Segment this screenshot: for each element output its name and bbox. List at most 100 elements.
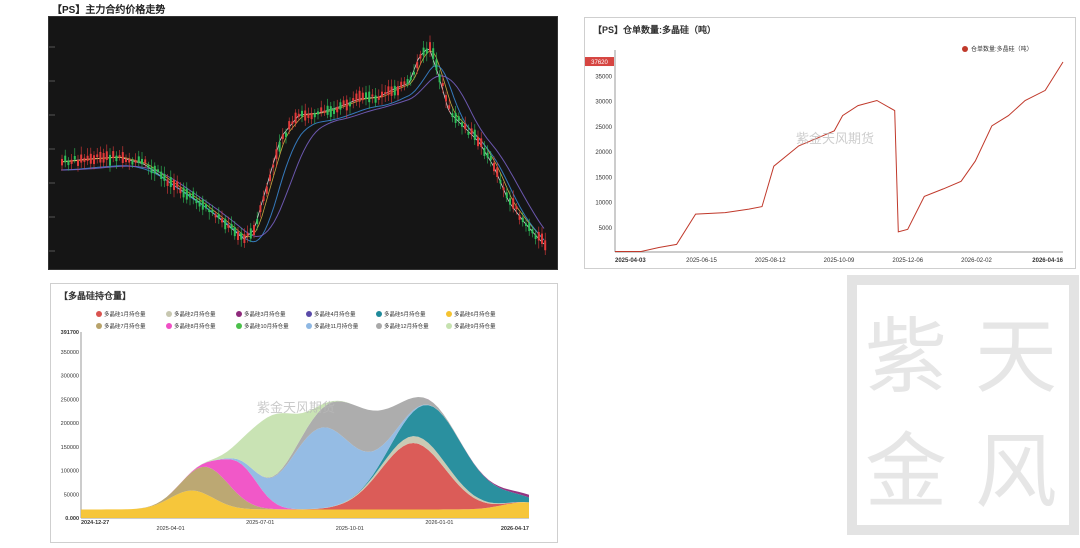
candle-body (310, 112, 313, 120)
candle-body (518, 215, 521, 220)
candle-body (342, 100, 345, 106)
x-tick-label: 2026-02-02 (961, 258, 992, 264)
x-tick-label: 2025-07-01 (246, 520, 274, 526)
candle-body (387, 86, 390, 96)
candle-body (281, 134, 284, 140)
legend-label: 多晶硅4月持仓量 (314, 310, 356, 318)
legend-label: 多晶硅8月持仓量 (174, 322, 216, 330)
candle-body (515, 206, 518, 210)
candle-body (176, 181, 179, 188)
candle-body (99, 151, 102, 163)
candle-body (397, 86, 399, 96)
candle-body (390, 86, 393, 96)
candle-body (64, 155, 67, 163)
candle-body (480, 138, 483, 147)
seal-char: 金 (865, 425, 947, 520)
candle-body (237, 231, 239, 241)
candle-body (384, 92, 387, 95)
candle-body (227, 224, 230, 228)
candle-body (208, 209, 211, 213)
candle-body (432, 48, 435, 60)
candle-body (441, 82, 444, 87)
legend-marker (236, 311, 242, 317)
candle-body (112, 151, 115, 159)
candle-body (272, 164, 275, 168)
candle-body (150, 167, 153, 174)
warehouse-chart-title: 【PS】仓单数量:多晶硅（吨） (593, 25, 717, 35)
candle-body (467, 131, 470, 135)
y-tick-label: 50000 (64, 492, 79, 498)
x-tick-label: 2026-04-17 (501, 526, 529, 532)
y-tick-label: 25000 (595, 125, 612, 131)
candle-body (381, 91, 383, 98)
candle-body (144, 159, 147, 163)
candle-body (301, 110, 303, 117)
candle-body (365, 92, 367, 99)
candle-body (304, 110, 307, 121)
legend-marker (166, 323, 172, 329)
legend-label: 多晶硅6月持仓量 (454, 310, 496, 318)
candle-body (509, 198, 511, 205)
legend-label: 仓单数量:多晶硅（吨） (971, 45, 1033, 53)
candle-body (496, 167, 499, 178)
legend-label: 多晶硅2月持仓量 (174, 310, 216, 318)
candle-body (259, 205, 262, 213)
candle-body (134, 160, 137, 163)
legend-marker (306, 311, 312, 317)
candle-body (294, 112, 297, 124)
candle-body (505, 192, 508, 199)
candle-body (285, 132, 287, 138)
candle-body (326, 105, 329, 115)
candle-body (291, 121, 294, 125)
candle-body (355, 93, 358, 102)
candle-body (105, 151, 108, 161)
candle-body (86, 155, 89, 161)
last-value-label: 37620 (591, 60, 608, 66)
candle-body (358, 90, 361, 102)
candle-body (374, 95, 377, 103)
legend-label: 多晶硅7月持仓量 (104, 322, 146, 330)
moving-average-line (60, 48, 545, 245)
candle-body (313, 113, 316, 118)
candle-body (205, 204, 207, 209)
candle-body (499, 179, 502, 184)
candle-body (451, 113, 454, 118)
candle-body (425, 48, 428, 54)
candle-body (406, 79, 409, 85)
candle-body (153, 165, 156, 174)
candle-body (246, 233, 249, 236)
seal-char: 天 (975, 310, 1057, 405)
candle-body (473, 129, 476, 140)
candle-body (89, 153, 92, 164)
y-tick-label: 150000 (61, 445, 79, 451)
candle-body (102, 153, 105, 163)
candle-body (368, 91, 371, 103)
y-tick-label: 35000 (595, 74, 612, 80)
candle-body (345, 99, 348, 111)
candle-body (80, 154, 83, 163)
candle-body (61, 158, 63, 166)
candle-body (400, 81, 403, 88)
open-interest-panel: 【多晶硅持仓量】 0.000 50000 100000 150000 200000 250… (50, 283, 558, 543)
candle-body (70, 159, 73, 164)
legend-marker (446, 323, 452, 329)
candle-body (243, 234, 246, 243)
candle-body (185, 188, 188, 200)
candle-body (486, 152, 489, 158)
y-tick-label: 20000 (595, 150, 612, 156)
top-chart-title: 【PS】主力合约价格走势 (52, 5, 166, 16)
legend-label: 多晶硅10月持仓量 (244, 322, 289, 330)
candle-body (320, 107, 323, 112)
y-tick-label: 15000 (595, 175, 612, 181)
candle-body (409, 76, 412, 81)
candle-body (352, 98, 355, 101)
candlestick-svg (49, 35, 547, 256)
open-interest-area (81, 405, 529, 510)
candle-body (157, 169, 159, 173)
candle-body (182, 187, 185, 198)
watermark-text: 紫金天风期货 (257, 400, 335, 415)
candle-body (249, 228, 252, 239)
legend-label: 多晶硅9月持仓量 (454, 322, 496, 330)
candle-body (278, 141, 281, 152)
candle-body (339, 102, 342, 110)
